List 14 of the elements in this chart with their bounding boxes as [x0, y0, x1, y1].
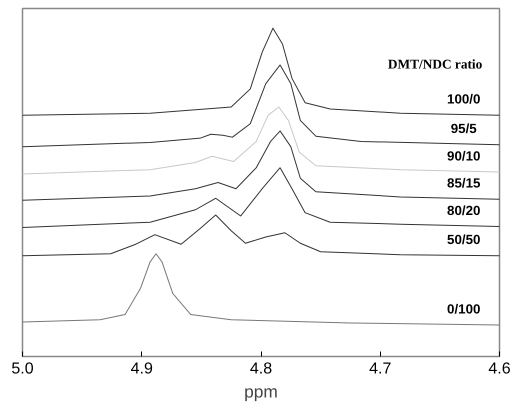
- x-tick-label: 4.6: [488, 360, 511, 378]
- series-label: 95/5: [450, 121, 478, 136]
- x-tick-label: 4.7: [369, 360, 392, 378]
- x-axis-title: ppm: [244, 382, 278, 402]
- series-label: 90/10: [447, 148, 480, 164]
- series-label: 85/15: [447, 176, 481, 191]
- x-tick-label: 4.8: [250, 360, 272, 378]
- x-tick-label: 4.9: [130, 360, 153, 378]
- series-label: 50/50: [447, 232, 480, 248]
- legend-title: DMT/NDC ratio: [388, 56, 483, 72]
- x-tick-label: 5.0: [11, 360, 34, 378]
- series-label: 80/20: [447, 202, 480, 218]
- series-label: 100/0: [447, 92, 480, 106]
- series-label: 0/100: [447, 301, 480, 316]
